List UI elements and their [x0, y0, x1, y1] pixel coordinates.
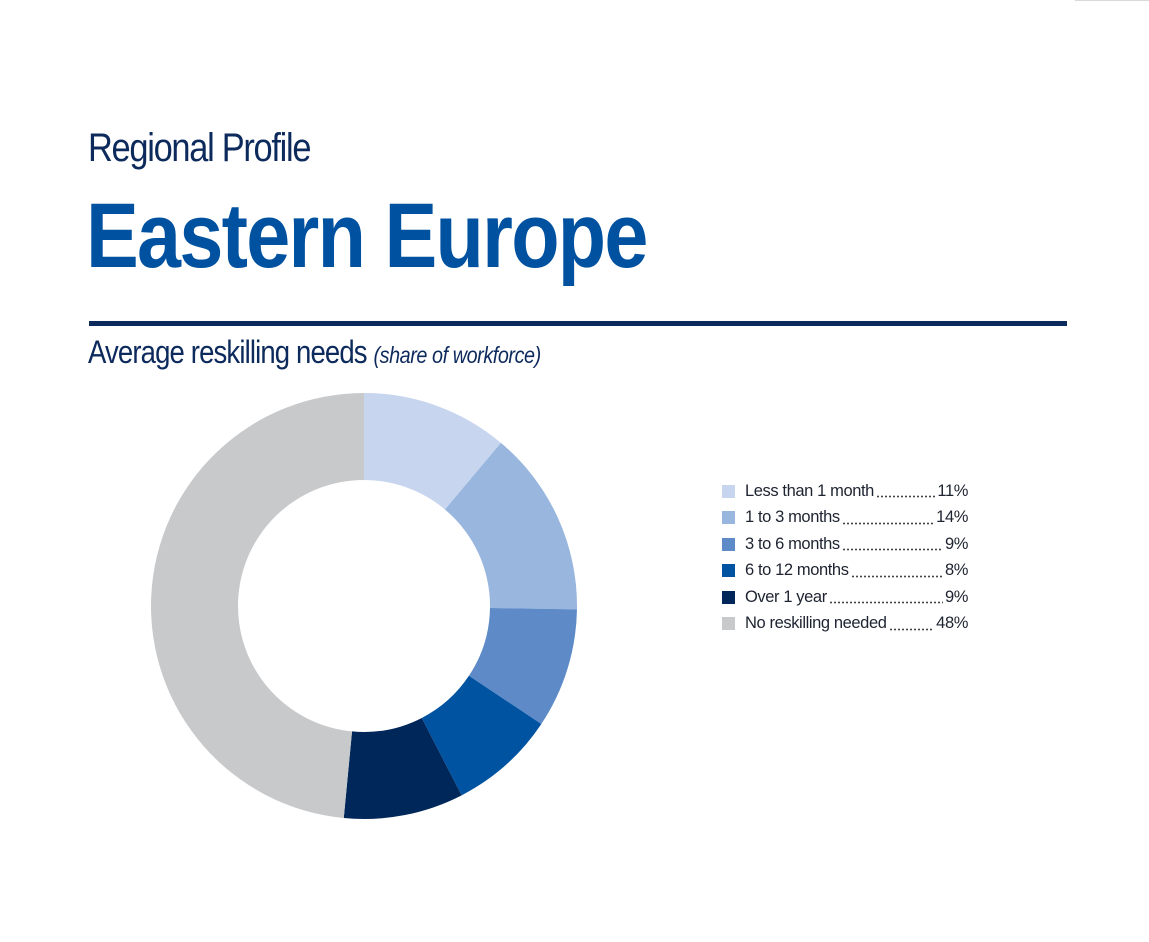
chart-subtitle-note: (share of workforce)	[373, 342, 541, 368]
donut-slice-1	[364, 393, 501, 510]
donut-slice-6	[150, 393, 364, 819]
chart-subtitle-main: Average reskilling needs	[88, 334, 368, 370]
section-eyebrow: Regional Profile	[88, 126, 312, 170]
legend-value: 9%	[944, 587, 968, 606]
legend-dot-leader	[850, 562, 943, 579]
donut-chart	[150, 393, 577, 819]
legend-label: No reskilling needed	[745, 614, 887, 633]
legend-label: 6 to 12 months	[745, 561, 849, 580]
legend-dot-leader	[828, 589, 943, 606]
legend-item-3: 3 to 6 months 9%	[722, 531, 968, 558]
chart-subtitle: Average reskilling needs (share of workf…	[88, 334, 541, 371]
donut-slice-4	[421, 675, 542, 796]
legend-label: Over 1 year	[745, 587, 827, 606]
legend-dot-leader	[888, 615, 935, 632]
legend-dot-leader	[841, 509, 935, 526]
title-divider	[89, 321, 1067, 326]
legend-value: 11%	[937, 481, 968, 500]
legend-item-4: 6 to 12 months 8%	[722, 558, 968, 585]
legend-swatch	[722, 484, 735, 498]
legend-value: 9%	[944, 534, 968, 553]
legend-value: 8%	[944, 561, 968, 580]
legend-label: 1 to 3 months	[745, 508, 840, 527]
legend-dot-leader	[841, 536, 943, 553]
legend-swatch	[722, 537, 735, 551]
legend-item-5: Over 1 year 9%	[722, 584, 968, 611]
chart-legend: Less than 1 month 11% 1 to 3 months 14% 3 to…	[722, 478, 968, 637]
donut-slice-2	[444, 442, 577, 610]
legend-label: Less than 1 month	[745, 481, 874, 500]
legend-swatch	[722, 617, 735, 631]
legend-swatch	[722, 511, 735, 525]
legend-value: 14%	[936, 508, 968, 527]
legend-value: 48%	[936, 614, 968, 633]
legend-item-6: No reskilling needed 48%	[722, 611, 968, 638]
legend-swatch	[722, 590, 735, 604]
donut-slice-5	[343, 717, 462, 819]
page-corner-mark	[1075, 0, 1149, 1]
legend-item-1: Less than 1 month 11%	[722, 478, 968, 505]
legend-item-2: 1 to 3 months 14%	[722, 505, 968, 532]
donut-slice-3	[468, 607, 577, 724]
legend-dot-leader	[875, 483, 936, 500]
legend-label: 3 to 6 months	[745, 534, 840, 553]
legend-swatch	[722, 564, 735, 578]
page-title: Eastern Europe	[86, 185, 648, 287]
